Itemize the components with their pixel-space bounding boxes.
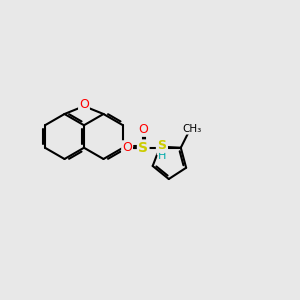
Text: O: O bbox=[122, 141, 132, 154]
Text: N: N bbox=[158, 141, 167, 154]
Text: H: H bbox=[158, 151, 166, 161]
Text: S: S bbox=[157, 139, 166, 152]
Text: CH₃: CH₃ bbox=[182, 124, 201, 134]
Text: O: O bbox=[79, 98, 89, 110]
Text: S: S bbox=[138, 141, 148, 155]
Text: O: O bbox=[138, 123, 148, 136]
